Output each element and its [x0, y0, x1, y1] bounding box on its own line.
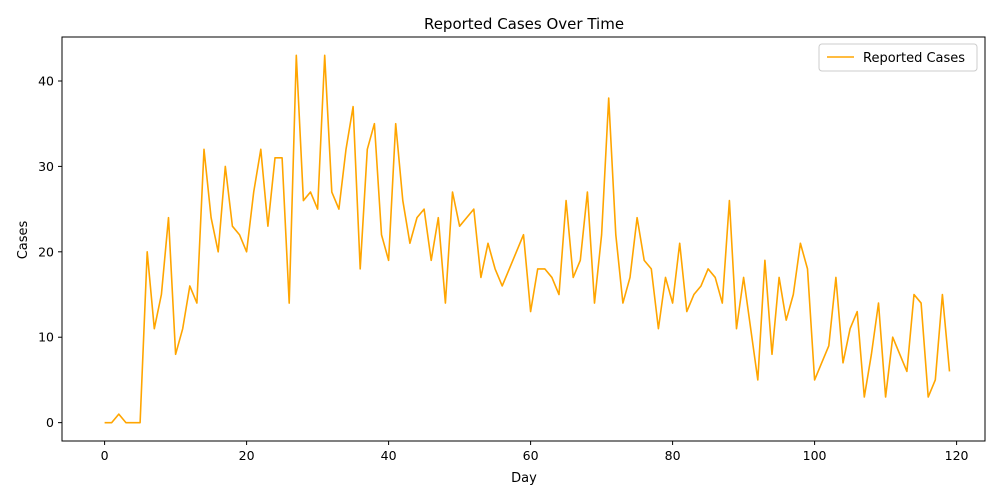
- x-tick-label: 60: [523, 448, 539, 463]
- y-tick-label: 10: [38, 330, 54, 345]
- y-tick-label: 40: [38, 73, 54, 88]
- plot-area: 0 20 40 60 80 100 120 0 10 20 30 40: [38, 36, 986, 463]
- plot-frame: [61, 36, 986, 442]
- x-tick-label: 40: [381, 448, 397, 463]
- x-tick-label: 100: [803, 448, 827, 463]
- series-line-reported-cases: [104, 54, 951, 424]
- legend-box: [818, 43, 978, 72]
- chart-title: Reported Cases Over Time: [424, 15, 624, 33]
- legend: Reported Cases: [818, 43, 978, 72]
- legend-label: Reported Cases: [863, 51, 965, 66]
- y-tick-label: 30: [38, 159, 54, 174]
- y-tick-label: 20: [38, 244, 54, 259]
- x-tick-label: 0: [101, 448, 109, 463]
- x-tick-label: 80: [665, 448, 681, 463]
- x-axis-title: Day: [511, 471, 537, 486]
- x-tick-label: 20: [239, 448, 255, 463]
- y-axis-title: Cases: [16, 220, 31, 259]
- y-axis: 0 10 20 30 40: [38, 73, 62, 430]
- y-tick-label: 0: [46, 415, 54, 430]
- x-tick-label: 120: [945, 448, 969, 463]
- x-axis: 0 20 40 60 80 100 120: [101, 441, 969, 463]
